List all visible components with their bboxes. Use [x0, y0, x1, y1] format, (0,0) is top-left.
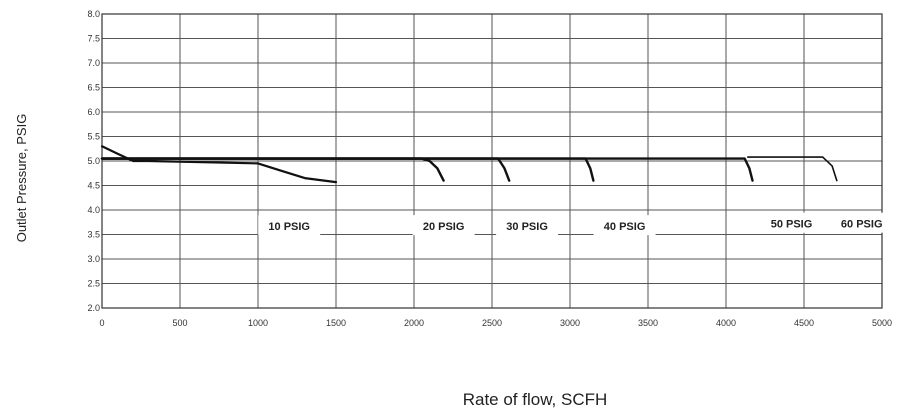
curve-label: 30 PSIG	[506, 221, 548, 233]
x-tick-label: 3000	[560, 318, 580, 328]
curve-label: 10 PSIG	[268, 221, 310, 233]
y-tick-label: 3.5	[87, 230, 100, 240]
y-tick-label: 5.5	[87, 132, 100, 142]
x-axis-title: Rate of flow, SCFH	[463, 390, 608, 409]
grid	[101, 13, 883, 309]
y-tick-label: 4.5	[87, 181, 100, 191]
x-tick-label: 4000	[716, 318, 736, 328]
axes: 0 500 1000 1500 2000 2500 3000 3500 4000 4500 5000…	[87, 9, 892, 328]
curve-label-bg	[496, 215, 559, 236]
x-tick-label: 3500	[638, 318, 658, 328]
x-tick-label: 4500	[794, 318, 814, 328]
series-line	[747, 156, 838, 182]
x-tick-label: 0	[99, 318, 104, 328]
x-tick-label: 500	[172, 318, 187, 328]
curve-label-bg	[830, 212, 893, 233]
x-tick-label: 2500	[482, 318, 502, 328]
curve-labels: 10 PSIG 20 PSIG 30 PSIG 40 PSIG 50 PSIG 60 PS…	[258, 212, 893, 236]
y-tick-label: 2.5	[87, 279, 100, 289]
series-line	[100, 157, 754, 182]
y-tick-label: 6.0	[87, 107, 100, 117]
x-tick-label: 1500	[326, 318, 346, 328]
curve-label-bg	[412, 215, 475, 236]
curve-label: 60 PSIG	[841, 219, 883, 231]
series-group	[100, 145, 838, 184]
curve-label-bg	[258, 215, 321, 236]
y-tick-label: 5.0	[87, 156, 100, 166]
y-tick-label: 8.0	[87, 9, 100, 19]
curve-label-bg	[593, 215, 656, 236]
y-tick-label: 7.5	[87, 34, 100, 44]
y-tick-label: 7.0	[87, 58, 100, 68]
y-tick-label: 3.0	[87, 254, 100, 264]
y-tick-label: 2.0	[87, 303, 100, 313]
curve-label: 40 PSIG	[604, 221, 646, 233]
curve-label-bg	[760, 212, 823, 233]
curve-label: 20 PSIG	[423, 221, 465, 233]
y-axis-title: Outlet Pressure, PSIG	[14, 114, 29, 243]
series-line	[100, 145, 338, 184]
plot-frame	[101, 13, 883, 309]
x-tick-label: 2000	[404, 318, 424, 328]
x-tick-label: 5000	[872, 318, 892, 328]
y-tick-label: 4.0	[87, 205, 100, 215]
curve-label: 50 PSIG	[771, 219, 813, 231]
y-tick-label: 6.5	[87, 83, 100, 93]
x-tick-label: 1000	[248, 318, 268, 328]
